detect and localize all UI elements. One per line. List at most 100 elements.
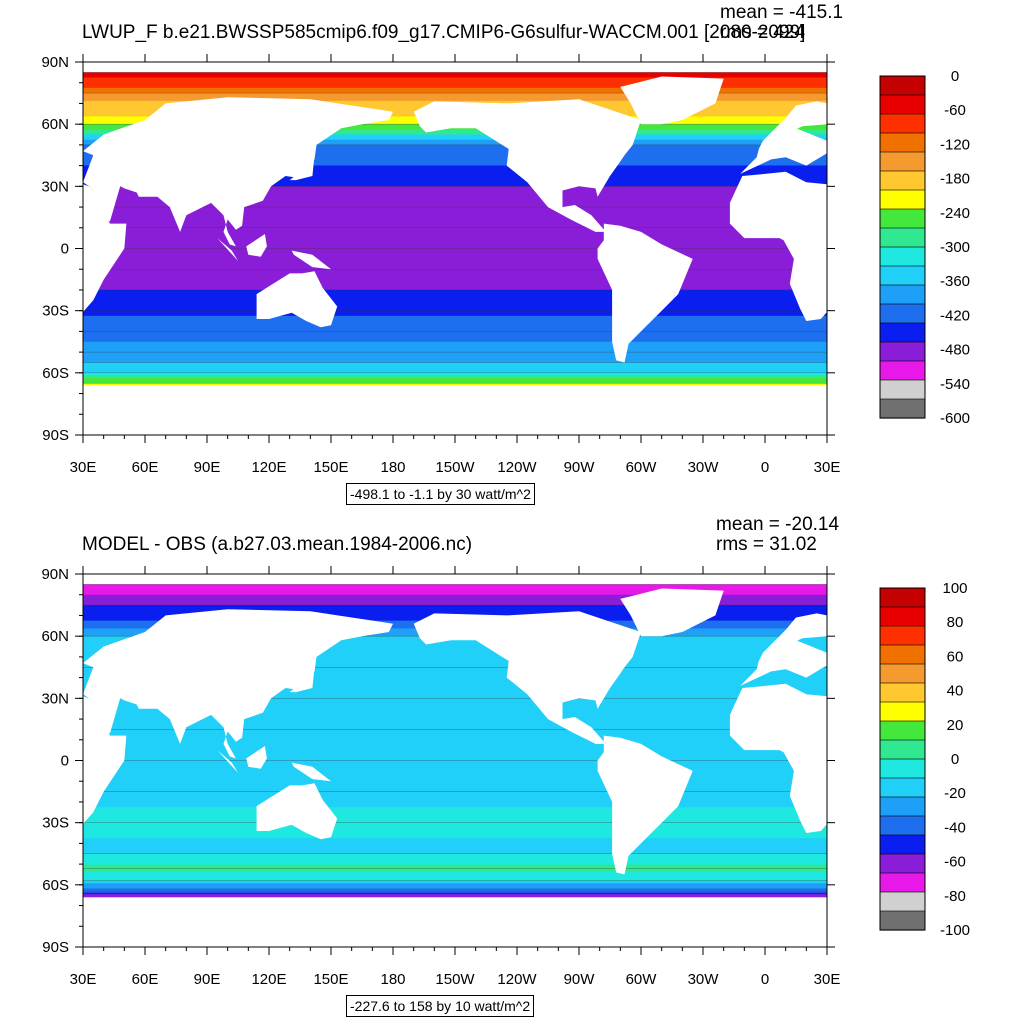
- field-band: [83, 134, 827, 141]
- y-tick-label: 90N: [41, 54, 69, 71]
- colorbar-label: -480: [940, 342, 970, 359]
- land-mask: [740, 128, 827, 174]
- x-tick-label: 90E: [194, 459, 221, 476]
- field-band: [83, 752, 827, 761]
- mean-label: mean = -20.14: [716, 514, 840, 535]
- field-band: [83, 713, 827, 723]
- x-tick-label: 30E: [814, 971, 841, 988]
- y-tick-label: 60N: [41, 116, 69, 133]
- field-band: [83, 605, 827, 614]
- field-band: [83, 380, 827, 384]
- field-band: [83, 861, 827, 866]
- land-mask: [83, 609, 393, 759]
- contour-range-label: -498.1 to -1.1 by 30 watt/m^2: [346, 483, 535, 505]
- field-band: [83, 372, 827, 376]
- field-band: [83, 258, 827, 265]
- field-band: [83, 706, 827, 715]
- no-data-north: [83, 574, 827, 583]
- field-band: [83, 87, 827, 94]
- colorbar-label: -80: [944, 888, 966, 905]
- field-band: [83, 892, 827, 895]
- field-band: [83, 864, 827, 869]
- field-band: [83, 336, 827, 343]
- field-band: [83, 659, 827, 668]
- field-band: [83, 248, 827, 255]
- colorbar-swatch: [879, 75, 926, 96]
- field-band: [83, 894, 827, 897]
- y-tick-label: 30S: [42, 815, 69, 832]
- field-band: [83, 207, 827, 213]
- field-band: [83, 874, 827, 879]
- y-tick-label: 90S: [42, 427, 69, 444]
- field-band: [83, 783, 827, 793]
- colorbar-label: 80: [947, 614, 964, 631]
- x-tick-label: 0: [761, 971, 769, 988]
- field-band: [83, 877, 827, 882]
- field-band: [83, 791, 827, 800]
- field-band: [83, 885, 827, 889]
- colorbar-label: -100: [940, 922, 970, 939]
- field-band: [83, 744, 827, 754]
- colorbar-swatch: [879, 322, 926, 343]
- land-mask: [246, 746, 267, 769]
- colorbar-label: -120: [940, 136, 970, 153]
- field-band: [83, 201, 827, 208]
- colorbar-swatch: [879, 796, 926, 817]
- x-tick-label: 90E: [194, 971, 221, 988]
- x-tick-label: 60W: [626, 459, 658, 476]
- field-band: [83, 341, 827, 348]
- field-band: [83, 196, 827, 203]
- y-tick-label: 90S: [42, 939, 69, 956]
- field-band: [83, 212, 827, 218]
- field-band: [83, 814, 827, 824]
- y-tick-label: 90N: [41, 566, 69, 583]
- field-band: [83, 321, 827, 327]
- field-band: [83, 675, 827, 684]
- y-tick-label: 60S: [42, 877, 69, 894]
- x-tick-label: 0: [761, 459, 769, 476]
- colorbar-swatch: [879, 379, 926, 400]
- x-tick-label: 150E: [313, 971, 348, 988]
- land-mask: [1001, 271, 1024, 327]
- colorbar-swatch: [879, 303, 926, 324]
- colorbar-swatch: [879, 606, 926, 627]
- field-band: [83, 895, 827, 898]
- land-mask: [246, 234, 267, 257]
- field-band: [83, 667, 827, 676]
- map-plot: 30E 60E 90E 120E 150E 180 150W 120W 90W 60W 30W 0 30…: [41, 54, 1024, 476]
- land-mask: [83, 184, 127, 312]
- colorbar-frame: [879, 587, 926, 931]
- land-mask: [961, 750, 982, 773]
- field-band: [83, 370, 827, 374]
- field-band: [83, 269, 827, 275]
- land-mask: [620, 588, 724, 637]
- antarctica: [83, 385, 827, 435]
- land-mask: [1001, 783, 1024, 839]
- colorbar-swatch: [879, 151, 926, 172]
- field-band: [83, 300, 827, 306]
- land-mask: [291, 250, 331, 270]
- field-band: [83, 160, 827, 167]
- field-band: [83, 768, 827, 777]
- field-band: [83, 170, 827, 177]
- colorbar-swatch: [879, 284, 926, 305]
- x-tick-label: 180: [380, 971, 405, 988]
- land-mask: [990, 746, 1011, 769]
- colorbar-swatch: [879, 170, 926, 191]
- field-band: [83, 853, 827, 858]
- colorbar-label: -600: [940, 410, 970, 427]
- colorbar-label: -360: [940, 273, 970, 290]
- field-band: [83, 326, 827, 332]
- field-band: [83, 594, 827, 601]
- field-band: [83, 883, 827, 887]
- colorbar-frame: [879, 75, 926, 419]
- field-band: [83, 346, 827, 353]
- field-band: [83, 93, 827, 102]
- colorbar-swatch: [879, 227, 926, 248]
- colorbar-label: -240: [940, 205, 970, 222]
- no-data-north: [83, 62, 827, 71]
- y-tick-label: 30S: [42, 303, 69, 320]
- land-mask: [217, 750, 238, 773]
- colorbar-label: -180: [940, 171, 970, 188]
- x-tick-label: 60E: [132, 971, 159, 988]
